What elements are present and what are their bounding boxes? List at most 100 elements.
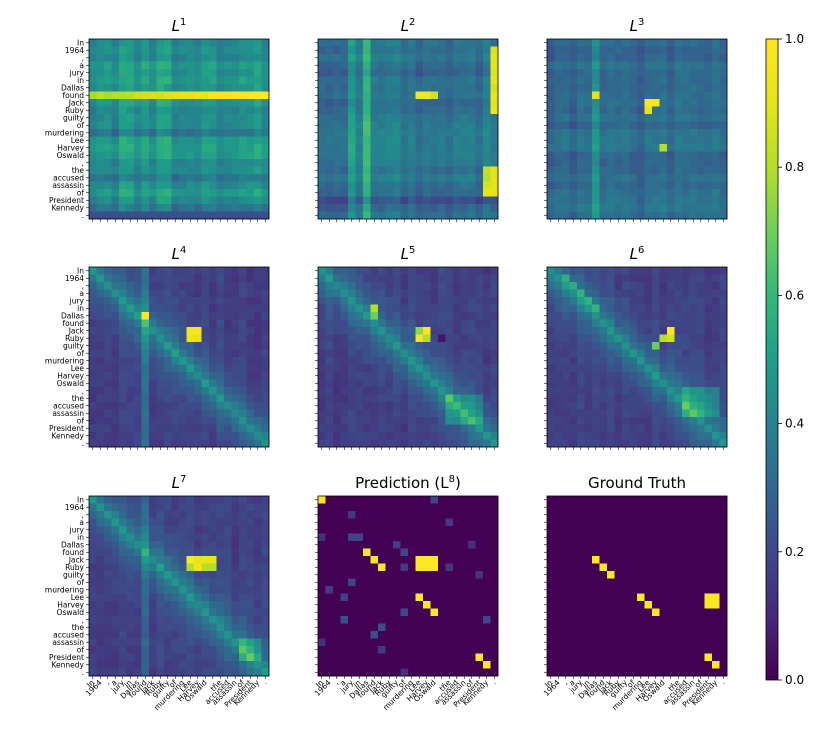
heatmap-cell: [393, 432, 401, 440]
heatmap-cell: [96, 556, 105, 564]
heatmap-cell: [622, 91, 630, 100]
heatmap-cell: [378, 424, 386, 433]
heatmap-cell: [408, 571, 416, 579]
heatmap-cell: [689, 54, 698, 62]
heatmap-cell: [156, 439, 165, 448]
heatmap-cell: [599, 387, 608, 395]
heatmap-cell: [96, 342, 105, 350]
heatmap-cell: [704, 174, 713, 182]
heatmap-cell: [644, 91, 653, 100]
heatmap-cell: [246, 424, 255, 433]
heatmap-cell: [393, 586, 401, 594]
heatmap-cell: [126, 623, 135, 632]
heatmap-cell: [216, 349, 225, 358]
heatmap-cell: [201, 114, 210, 122]
heatmap-cell: [201, 424, 210, 433]
heatmap-cell: [239, 204, 247, 212]
heatmap-cell: [554, 432, 563, 440]
heatmap-cell: [659, 289, 668, 298]
heatmap-cell: [584, 84, 593, 92]
heatmap-cell: [468, 357, 476, 365]
heatmap-cell: [569, 312, 578, 320]
heatmap-cell: [667, 76, 675, 85]
heatmap-cell: [682, 267, 690, 275]
heatmap-cell: [126, 631, 135, 639]
heatmap-cell: [209, 387, 217, 395]
heatmap-cell: [554, 274, 563, 283]
heatmap-cell: [547, 181, 555, 190]
heatmap-cell: [111, 601, 120, 609]
heatmap-cell: [554, 334, 563, 343]
heatmap-cell: [689, 121, 698, 130]
heatmap-cell: [682, 181, 690, 190]
heatmap-cell: [333, 289, 341, 298]
heatmap-cell: [325, 61, 334, 70]
heatmap-cell: [453, 312, 461, 320]
heatmap-cell: [697, 387, 705, 395]
heatmap-cell: [149, 372, 157, 380]
heatmap-cell: [577, 84, 585, 92]
heatmap-cell: [156, 578, 165, 587]
heatmap-cell: [629, 211, 638, 220]
heatmap-cell: [370, 379, 379, 388]
heatmap-cell: [89, 349, 97, 358]
heatmap-cell: [607, 312, 615, 320]
heatmap-cell: [333, 342, 341, 350]
heatmap-cell: [254, 46, 262, 55]
heatmap-cell: [682, 39, 690, 47]
heatmap-cell: [89, 189, 97, 197]
heatmap-cell: [104, 282, 112, 290]
heatmap-cell: [460, 349, 469, 358]
heatmap-cell: [584, 424, 593, 433]
heatmap-cell: [460, 54, 469, 62]
heatmap-cell: [164, 282, 172, 290]
heatmap-cell: [179, 511, 187, 519]
heatmap-cell: [569, 121, 578, 130]
heatmap-cell: [453, 297, 461, 305]
heatmap-cell: [652, 357, 660, 365]
heatmap-cell: [194, 159, 202, 167]
heatmap-cell: [363, 631, 371, 639]
heatmap-cell: [704, 327, 713, 335]
heatmap-cell: [370, 394, 379, 403]
heatmap-cell: [554, 114, 563, 122]
heatmap-cell: [119, 54, 127, 62]
heatmap-cell: [614, 76, 623, 85]
heatmap-cell: [89, 526, 97, 534]
heatmap-cell: [712, 424, 720, 433]
heatmap-cell: [415, 144, 424, 152]
heatmap-cell: [468, 166, 476, 175]
heatmap-cell: [318, 84, 326, 92]
heatmap-cell: [569, 204, 578, 212]
heatmap-cell: [577, 196, 585, 205]
heatmap-cell: [141, 297, 150, 305]
heatmap-cell: [378, 319, 386, 328]
heatmap-cell: [111, 533, 120, 542]
heatmap-cell: [592, 211, 600, 220]
heatmap-cell: [325, 319, 334, 328]
heatmap-cell: [712, 387, 720, 395]
heatmap-cell: [445, 409, 454, 418]
heatmap-cell: [453, 39, 461, 47]
heatmap-cell: [355, 623, 364, 632]
heatmap-cell: [719, 196, 728, 205]
heatmap-cell: [325, 556, 334, 564]
heatmap-cell: [644, 69, 653, 77]
heatmap-cell: [689, 334, 698, 343]
heatmap-cell: [562, 349, 570, 358]
heatmap-cell: [453, 211, 461, 220]
heatmap-cell: [156, 646, 165, 654]
heatmap-cell: [156, 114, 165, 122]
heatmap-cell: [637, 417, 645, 425]
heatmap-cell: [490, 304, 499, 313]
heatmap-cell: [89, 646, 97, 654]
heatmap-cell: [141, 282, 150, 290]
heatmap-cell: [186, 631, 195, 639]
heatmap-cell: [569, 327, 578, 335]
heatmap-cell: [348, 372, 356, 380]
heatmap-cell: [239, 181, 247, 190]
heatmap-cell: [682, 289, 690, 298]
heatmap-cell: [719, 91, 728, 100]
heatmap-cell: [216, 196, 225, 205]
heatmap-cell: [126, 106, 135, 115]
